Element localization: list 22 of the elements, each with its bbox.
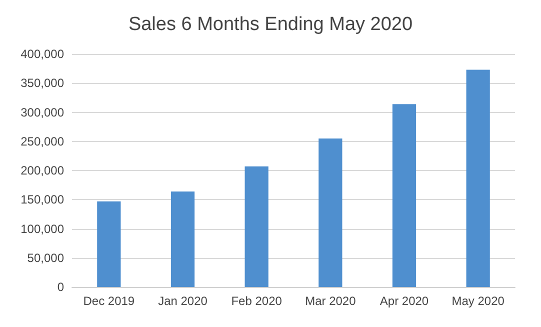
x-tick-label: Feb 2020 xyxy=(231,294,282,308)
y-tick-label: 200,000 xyxy=(20,164,64,178)
y-tick-label: 50,000 xyxy=(27,250,64,265)
bar xyxy=(392,104,416,287)
y-tick-label: 400,000 xyxy=(20,47,64,61)
bar xyxy=(244,166,268,287)
y-tick-label: 350,000 xyxy=(20,76,64,90)
y-tick-label: 300,000 xyxy=(20,105,64,120)
y-tick-label: 150,000 xyxy=(20,192,64,207)
x-tick-label: Dec 2019 xyxy=(83,294,135,308)
y-tick-label: 0 xyxy=(57,280,64,294)
x-tick-label: Mar 2020 xyxy=(305,294,356,308)
x-tick-label: Apr 2020 xyxy=(380,294,429,308)
x-tick-label: May 2020 xyxy=(452,294,505,308)
bar xyxy=(466,70,490,287)
chart-title: Sales 6 Months Ending May 2020 xyxy=(128,14,413,35)
y-tick-label: 100,000 xyxy=(20,222,64,236)
x-tick-label: Jan 2020 xyxy=(158,294,208,308)
bar xyxy=(318,138,342,287)
y-tick-label: 250,000 xyxy=(20,134,64,148)
bar xyxy=(97,201,121,287)
bar xyxy=(170,191,195,287)
